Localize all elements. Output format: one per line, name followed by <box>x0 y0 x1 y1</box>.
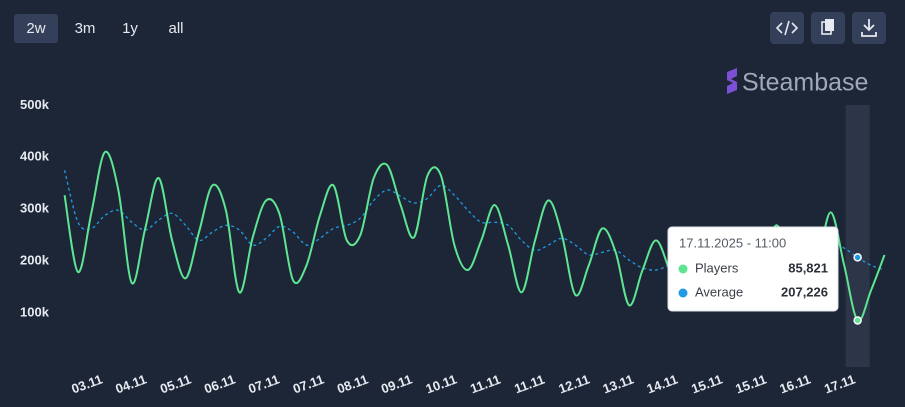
hover-point <box>853 316 862 325</box>
tooltip-value: 207,226 <box>781 284 828 299</box>
y-tick-label: 400k <box>20 149 50 164</box>
hover-point <box>853 253 862 262</box>
logo-icon <box>727 68 737 94</box>
y-tick-label: 300k <box>20 201 50 216</box>
y-tick-label: 200k <box>20 253 50 268</box>
y-tick-label: 500k <box>20 97 50 112</box>
toolbar <box>770 12 886 44</box>
y-tick-label: 100k <box>20 305 50 320</box>
tooltip-name: Players <box>695 260 739 275</box>
tooltip-name: Average <box>695 284 743 299</box>
hover-band <box>845 105 870 367</box>
tooltip <box>667 226 839 312</box>
copy-icon <box>825 19 834 31</box>
download-icon <box>861 19 877 37</box>
logo: Steambase <box>742 69 868 97</box>
range-button[interactable]: 2w <box>26 20 45 37</box>
range-buttons: 2w 3m 1y all <box>14 14 184 43</box>
tooltip-value: 85,821 <box>788 260 828 275</box>
tooltip-dot <box>678 264 688 274</box>
tooltip-dot <box>678 288 688 298</box>
range-button[interactable]: all <box>168 20 183 37</box>
embed-icon <box>775 20 799 36</box>
range-button[interactable]: 1y <box>122 20 138 37</box>
tooltip-title: 17.11.2025 - 11:00 <box>679 235 786 250</box>
range-button-active[interactable] <box>14 14 58 43</box>
range-button[interactable]: 3m <box>75 20 96 37</box>
